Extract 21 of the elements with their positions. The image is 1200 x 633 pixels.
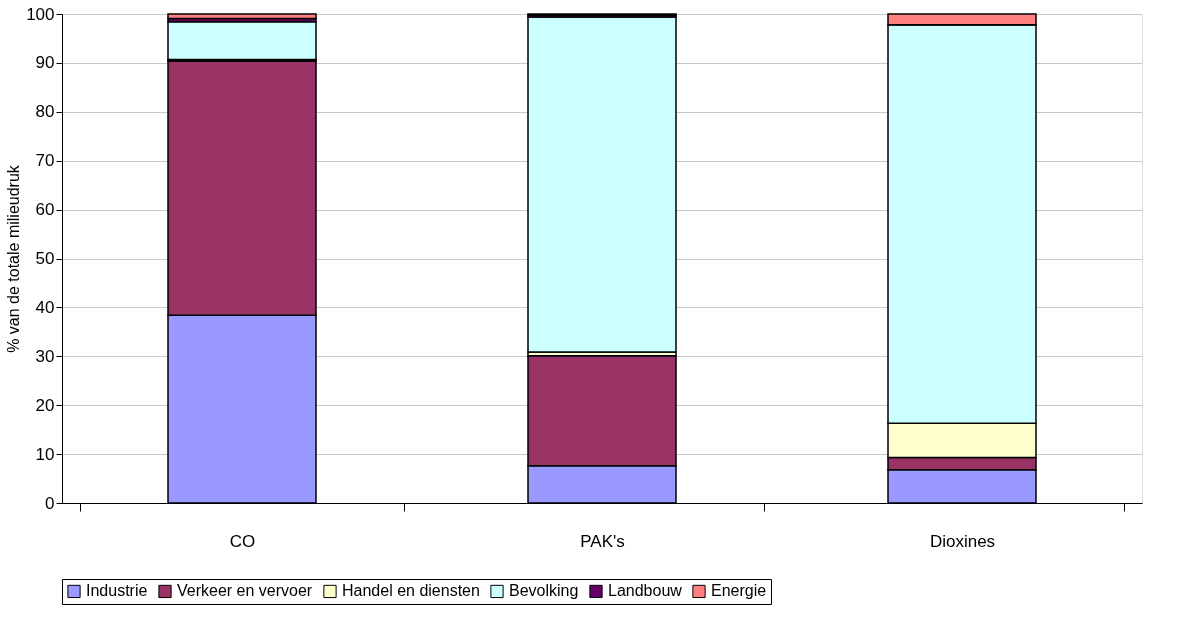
y-tick-label: 10 [35,444,55,464]
x-tick-label: PAK's [580,531,625,551]
y-tick-label: 50 [35,249,55,268]
x-tick-label: Dioxines [929,531,996,551]
y-tick-label: 30 [35,346,55,366]
y-tick-label: 80 [35,102,55,122]
legend-label: Handel en diensten [342,582,480,600]
x-tick-label: CO [229,531,256,551]
legend-label: Landbouw [608,582,683,600]
y-tick-label: 90 [35,53,55,73]
y-tick-label: 70 [35,151,55,171]
y-tick-label: 20 [35,395,55,415]
legend-label: Bevolking [509,582,579,600]
y-tick-label: 100 [26,4,55,24]
legend-label: Verkeer en vervoer [177,582,313,600]
y-tick-label: 0 [45,493,55,513]
y-axis-title: % van de totale milieudruk [5,164,23,353]
legend-label: Energie [711,582,767,600]
y-tick-label: 60 [35,200,55,220]
y-tick-label: 40 [35,297,55,317]
legend-label: Industrie [86,582,148,600]
